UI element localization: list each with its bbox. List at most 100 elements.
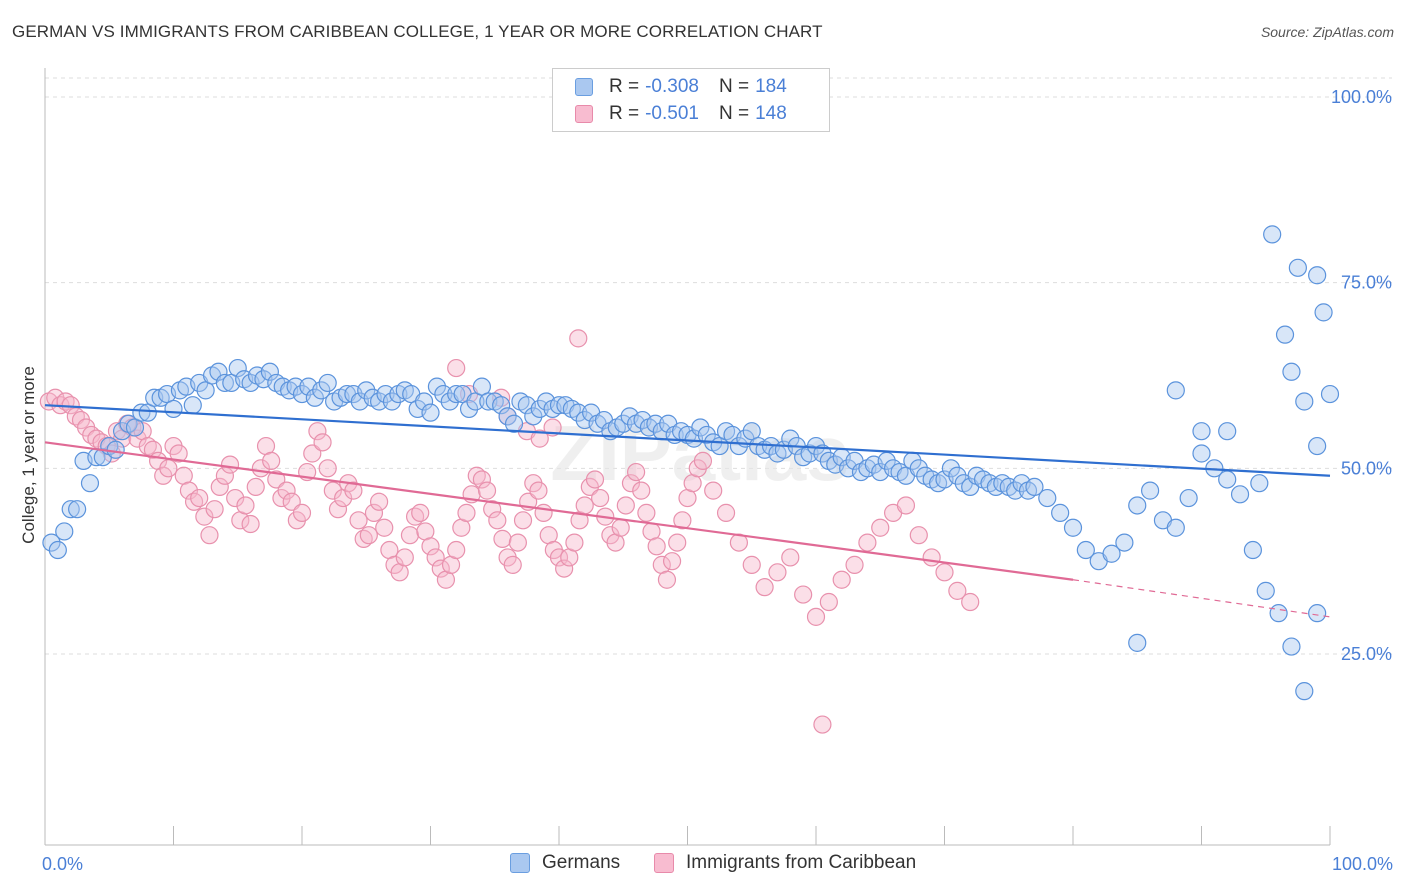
- german-point: [1128, 633, 1147, 652]
- caribbean-point: [205, 500, 224, 519]
- caribbean-point: [400, 526, 420, 545]
- german-point: [1102, 544, 1121, 563]
- german-point: [80, 474, 100, 493]
- caribbean-point: [585, 470, 605, 489]
- german-point: [941, 459, 961, 478]
- caribbean-point: [447, 540, 466, 560]
- caribbean-point: [626, 462, 646, 482]
- legend-r-value: -0.501: [645, 103, 699, 124]
- legend-n-value: 184: [755, 76, 787, 97]
- caribbean-point: [768, 563, 787, 582]
- german-point: [1051, 503, 1070, 522]
- german-point: [1166, 381, 1185, 400]
- german-point: [459, 399, 479, 419]
- german-point: [370, 392, 389, 411]
- caribbean-point: [472, 470, 491, 489]
- german-point: [691, 418, 710, 437]
- legend-swatch-caribbean: [575, 105, 593, 123]
- legend-swatch-germans: [510, 853, 530, 873]
- german-point: [215, 373, 234, 393]
- german-point: [1314, 303, 1333, 322]
- caribbean-point: [632, 481, 651, 500]
- german-point: [357, 381, 376, 400]
- german-point: [1243, 540, 1263, 560]
- legend-row-caribbean: R = -0.501 N = 148: [575, 102, 787, 126]
- german-point: [1295, 682, 1314, 701]
- german-point: [164, 399, 183, 419]
- german-point: [813, 444, 832, 463]
- caribbean-point: [534, 503, 553, 522]
- german-point: [42, 533, 61, 552]
- caribbean-point: [323, 481, 342, 500]
- legend-swatch-caribbean: [654, 853, 674, 873]
- caribbean-point: [858, 533, 877, 552]
- caribbean-point: [359, 526, 378, 545]
- caribbean-point: [896, 496, 916, 515]
- german-point: [1218, 470, 1237, 489]
- legend-item-caribbean[interactable]: Immigrants from Caribbean: [654, 852, 916, 874]
- german-point: [492, 396, 511, 415]
- caribbean-point: [845, 555, 864, 574]
- legend-item-germans[interactable]: Germans: [510, 852, 620, 874]
- german-point: [1115, 533, 1134, 552]
- german-point: [1218, 422, 1237, 441]
- caribbean-point: [704, 481, 723, 500]
- caribbean-point: [292, 503, 312, 522]
- caribbean-point: [179, 481, 199, 500]
- caribbean-point: [483, 500, 502, 519]
- caribbean-point: [246, 477, 265, 496]
- legend-n-label: N =: [718, 76, 750, 97]
- german-point: [1192, 444, 1211, 463]
- german-point: [524, 407, 543, 426]
- german-point: [61, 500, 80, 519]
- german-point: [68, 500, 87, 519]
- caribbean-point: [220, 455, 240, 474]
- caribbean-point: [668, 533, 687, 552]
- legend-r-label: R =: [609, 76, 640, 97]
- german-point: [427, 377, 447, 396]
- caribbean-point: [565, 533, 584, 552]
- caribbean-point: [313, 433, 332, 452]
- caribbean-point: [457, 503, 476, 522]
- german-point: [286, 377, 305, 396]
- german-point: [376, 384, 395, 404]
- german-point: [260, 362, 279, 381]
- german-point: [1282, 362, 1301, 381]
- caribbean-point: [159, 459, 178, 478]
- y-tick-label: 50.0%: [1341, 458, 1392, 478]
- caribbean-point: [493, 529, 512, 548]
- caribbean-point: [267, 470, 286, 489]
- x-tick-label: 100.0%: [1332, 854, 1393, 874]
- caribbean-point: [447, 358, 466, 378]
- legend-r-value: -0.308: [645, 76, 699, 97]
- german-point: [1308, 604, 1327, 623]
- german-point: [434, 384, 453, 404]
- caribbean-point: [426, 548, 445, 567]
- german-point: [1006, 481, 1025, 500]
- caribbean-point: [662, 552, 682, 571]
- caribbean-point: [909, 526, 928, 545]
- caribbean-point: [303, 444, 322, 463]
- german-point: [1308, 266, 1327, 285]
- caribbean-point: [819, 592, 838, 612]
- german-point: [1250, 474, 1269, 493]
- german-point: [646, 414, 665, 433]
- series-germans-points: [42, 225, 1340, 701]
- caribbean-point: [349, 511, 368, 530]
- german-point: [1025, 477, 1044, 496]
- german-point: [228, 358, 247, 378]
- german-point: [382, 392, 402, 411]
- legend-n-value: 148: [755, 103, 787, 124]
- german-point: [1128, 496, 1147, 515]
- caribbean-point: [794, 585, 813, 604]
- german-point: [1269, 604, 1288, 623]
- caribbean-point: [922, 548, 941, 567]
- german-point: [132, 403, 151, 422]
- caribbean-point: [190, 488, 209, 508]
- caribbean-point: [755, 578, 774, 597]
- caribbean-point: [621, 474, 641, 493]
- y-axis-label: College, 1 year or more: [19, 366, 38, 544]
- legend-label-germans: Germans: [542, 852, 621, 873]
- legend-box: R = -0.308 N = 184 R = -0.501 N = 148: [552, 68, 830, 132]
